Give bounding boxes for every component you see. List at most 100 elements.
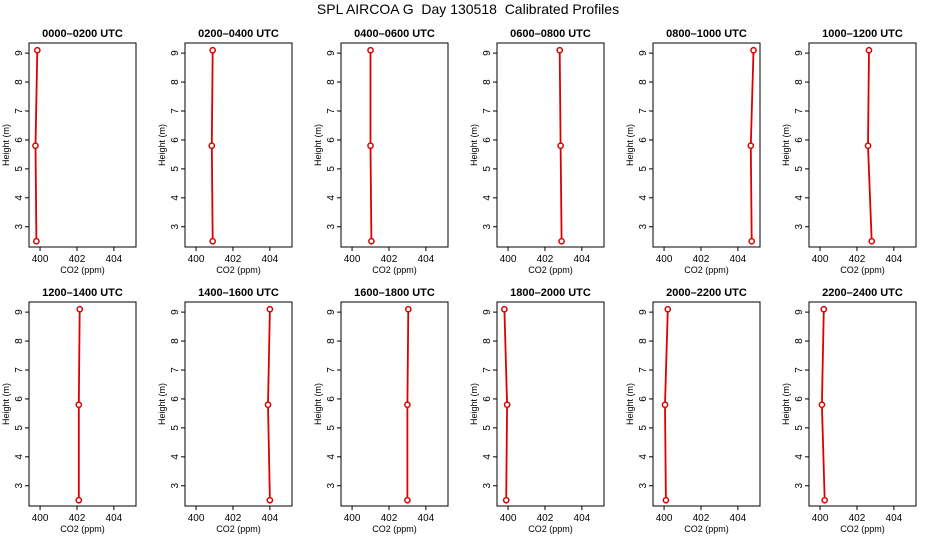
y-axis-label: Height (m) [469, 383, 479, 425]
x-axis-label: CO2 (ppm) [372, 265, 417, 275]
data-point [864, 142, 872, 150]
x-tick-label: 404 [574, 513, 591, 524]
data-point [502, 496, 510, 504]
plot-frame [496, 301, 605, 507]
panel-title: 1000–1200 UTC [822, 28, 903, 40]
y-tick-label: 7 [638, 367, 649, 373]
x-axis-label: CO2 (ppm) [372, 524, 417, 534]
y-tick-label: 6 [482, 396, 493, 402]
y-tick-label: 8 [326, 338, 337, 344]
x-tick-label: 404 [418, 513, 435, 524]
y-tick-label: 7 [482, 108, 493, 114]
y-tick-label: 5 [794, 425, 805, 431]
x-tick-label: 400 [500, 254, 517, 265]
data-point [209, 237, 217, 245]
y-tick-label: 7 [482, 367, 493, 373]
x-tick-label: 404 [418, 254, 435, 265]
y-tick-label: 4 [482, 195, 493, 201]
y-tick-label: 8 [638, 79, 649, 85]
data-point [32, 142, 39, 150]
y-tick-label: 4 [638, 454, 649, 460]
plot-frame [652, 301, 761, 507]
x-tick-label: 402 [69, 513, 86, 524]
data-point [556, 46, 564, 54]
y-tick-label: 5 [482, 166, 493, 172]
x-axis-label: CO2 (ppm) [216, 524, 261, 534]
y-tick-label: 7 [14, 108, 25, 114]
x-tick-label: 404 [730, 254, 747, 265]
data-point [818, 401, 826, 409]
x-tick-label: 402 [381, 513, 398, 524]
x-tick-label: 400 [188, 254, 205, 265]
data-point [750, 46, 757, 54]
data-point [75, 401, 83, 409]
y-tick-label: 4 [14, 195, 25, 201]
y-tick-label: 3 [794, 224, 805, 230]
data-point [33, 46, 41, 54]
data-point [367, 142, 374, 150]
y-tick-label: 7 [14, 367, 25, 373]
x-axis-label: CO2 (ppm) [60, 265, 105, 275]
y-tick-label: 8 [170, 79, 181, 85]
y-tick-label: 6 [170, 396, 181, 402]
y-axis-label: Height (m) [157, 383, 167, 425]
panel-title: 0200–0400 UTC [198, 28, 279, 40]
plot-frame [184, 42, 293, 248]
y-tick-label: 8 [482, 79, 493, 85]
y-tick-label: 4 [794, 454, 805, 460]
x-axis-label: CO2 (ppm) [528, 524, 573, 534]
data-point [404, 496, 411, 504]
y-tick-label: 6 [794, 137, 805, 143]
data-point [75, 496, 83, 504]
y-tick-label: 8 [170, 338, 181, 344]
y-tick-label: 5 [170, 425, 181, 431]
panel-title: 0400–0600 UTC [354, 28, 435, 40]
panel-title: 0000–0200 UTC [42, 28, 123, 40]
data-point [264, 401, 272, 409]
y-tick-label: 6 [638, 396, 649, 402]
panel-title: 1400–1600 UTC [198, 287, 279, 299]
y-tick-label: 7 [170, 108, 181, 114]
x-tick-label: 404 [106, 254, 123, 265]
y-axis-label: Height (m) [313, 124, 323, 166]
data-point [368, 237, 375, 245]
x-tick-label: 404 [730, 513, 747, 524]
x-axis-label: CO2 (ppm) [528, 265, 573, 275]
x-tick-label: 402 [537, 513, 554, 524]
y-tick-label: 4 [170, 195, 181, 201]
plot-frame [808, 42, 917, 248]
data-point [558, 237, 565, 245]
data-point [266, 305, 274, 313]
y-tick-label: 9 [794, 50, 805, 56]
y-tick-label: 3 [482, 483, 493, 489]
x-tick-label: 402 [849, 254, 866, 265]
plot-frame [808, 301, 917, 507]
y-tick-label: 4 [482, 454, 493, 460]
y-tick-label: 9 [794, 309, 805, 315]
x-tick-label: 404 [106, 513, 123, 524]
x-tick-label: 404 [574, 254, 591, 265]
y-tick-label: 4 [14, 454, 25, 460]
data-point [404, 401, 411, 409]
x-tick-label: 400 [812, 513, 829, 524]
data-point [266, 496, 274, 504]
x-tick-label: 404 [886, 513, 903, 524]
y-tick-label: 3 [482, 224, 493, 230]
y-tick-label: 8 [326, 79, 337, 85]
x-axis-label: CO2 (ppm) [684, 524, 729, 534]
y-axis-label: Height (m) [469, 124, 479, 166]
data-point [661, 401, 669, 409]
y-tick-label: 3 [794, 483, 805, 489]
x-tick-label: 402 [381, 254, 398, 265]
y-tick-label: 5 [794, 166, 805, 172]
y-tick-label: 5 [326, 425, 337, 431]
y-tick-label: 5 [638, 425, 649, 431]
y-tick-label: 9 [170, 50, 181, 56]
y-tick-label: 3 [170, 224, 181, 230]
data-point [664, 305, 672, 313]
data-point [748, 237, 756, 245]
y-tick-label: 4 [794, 195, 805, 201]
y-tick-label: 9 [170, 309, 181, 315]
x-axis-label: CO2 (ppm) [60, 524, 105, 534]
panel-title: 2200–2400 UTC [822, 287, 903, 299]
